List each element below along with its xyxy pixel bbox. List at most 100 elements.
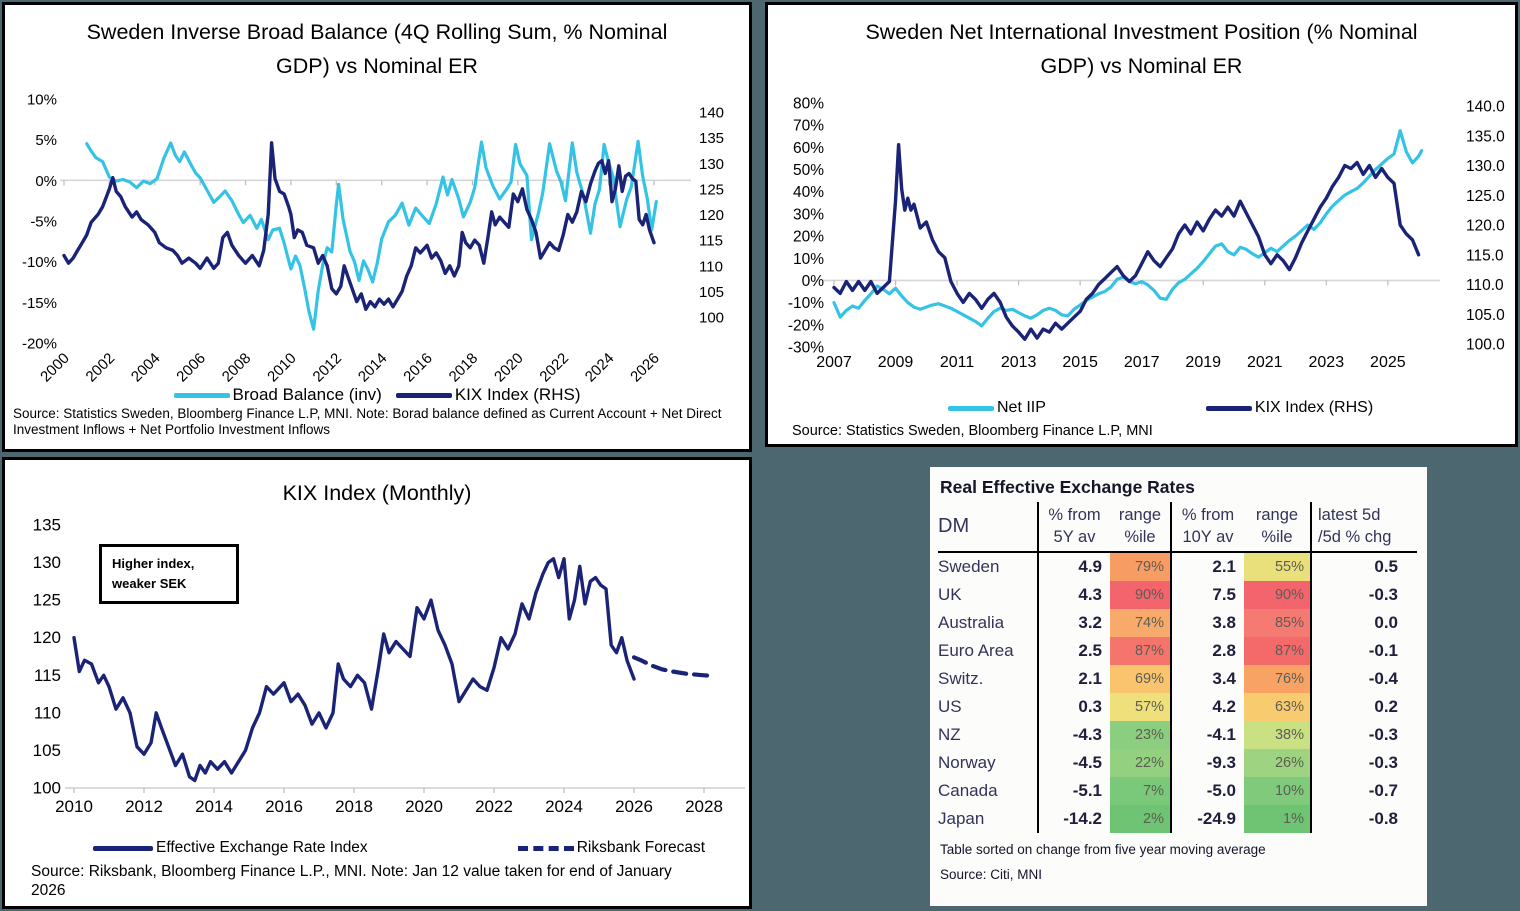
svg-text:125: 125: [699, 181, 724, 198]
chart2-source: Source: Statistics Sweden, Bloomberg Fin…: [792, 423, 1153, 439]
country-name: Japan: [938, 808, 985, 828]
reer-table-footnote: Table sorted on change from five year mo…: [940, 841, 1266, 857]
legend-item-broad-balance: Broad Balance (inv): [173, 385, 382, 405]
percentile-5y: 79%: [1110, 552, 1170, 581]
value-from-10y: 3.8: [1170, 608, 1244, 637]
legend-item-kix-1: KIX Index (RHS): [395, 385, 581, 405]
svg-text:2014: 2014: [195, 797, 233, 816]
svg-text:-15%: -15%: [22, 295, 57, 312]
country-name: NZ: [938, 724, 961, 744]
svg-text:-5%: -5%: [30, 214, 57, 231]
svg-text:105: 105: [33, 741, 61, 760]
forecast-line-swatch: [517, 845, 574, 851]
reer-table-header: DM% from 5Y av range %ile% from 10Y av range%…: [938, 502, 1417, 553]
chart3-source: Source: Riksbank, Bloomberg Finance L.P.…: [31, 863, 672, 900]
svg-text:2018: 2018: [446, 350, 482, 386]
percentile-10y: 10%: [1244, 776, 1310, 805]
reer-table-source: Source: Citi, MNI: [940, 866, 1043, 882]
percentile-5y: 90%: [1110, 580, 1170, 609]
legend-item-forecast: Riksbank Forecast: [517, 839, 705, 857]
chart3-legend: Effective Exchange Rate Index Riksbank F…: [93, 839, 705, 857]
svg-text:2012: 2012: [125, 797, 163, 816]
value-5d-change: 0.0: [1310, 608, 1414, 637]
country-name: Euro Area: [938, 640, 1014, 660]
svg-text:0%: 0%: [802, 273, 825, 290]
country-name: Sweden: [938, 556, 1000, 576]
annotation-line-2: weaker SEK: [112, 576, 187, 592]
svg-text:50%: 50%: [793, 162, 824, 179]
percentile-5y: 22%: [1110, 748, 1170, 777]
chart1-source: Source: Statistics Sweden, Bloomberg Fin…: [13, 406, 722, 438]
value-from-10y: 3.4: [1170, 664, 1244, 693]
percentile-5y: 69%: [1110, 664, 1170, 693]
eer-line-swatch: [93, 845, 153, 851]
header-dm: DM: [938, 514, 970, 537]
svg-text:60%: 60%: [793, 140, 824, 157]
svg-text:30%: 30%: [793, 206, 824, 223]
percentile-10y: 76%: [1244, 664, 1310, 693]
svg-text:140.0: 140.0: [1466, 99, 1505, 116]
header-col3: % from 10Y av: [1170, 502, 1244, 551]
percentile-5y: 74%: [1110, 608, 1170, 637]
svg-text:-30%: -30%: [788, 340, 824, 357]
country-name: US: [938, 696, 962, 716]
svg-text:2020: 2020: [491, 350, 527, 386]
value-from-10y: -5.0: [1170, 776, 1244, 805]
svg-text:100: 100: [699, 310, 724, 327]
value-from-10y: -4.1: [1170, 720, 1244, 749]
svg-text:110: 110: [699, 258, 723, 275]
value-5d-change: -0.1: [1310, 636, 1414, 665]
panel-broad-balance: 10% 5% 0% -5% -10% -15% -20% 140 135 130 125 120 115…: [2, 2, 752, 452]
percentile-10y: 85%: [1244, 608, 1310, 637]
percentile-5y: 23%: [1110, 720, 1170, 749]
value-5d-change: 0.5: [1310, 552, 1414, 581]
chart1-title: Sweden Inverse Broad Balance (4Q Rolling…: [86, 20, 668, 78]
svg-text:105: 105: [699, 284, 724, 301]
svg-text:2013: 2013: [1001, 354, 1037, 371]
svg-text:-20%: -20%: [788, 317, 824, 334]
svg-text:135: 135: [699, 130, 724, 147]
svg-text:125: 125: [33, 591, 61, 610]
svg-text:40%: 40%: [793, 184, 824, 201]
chart1-plot: 10% 5% 0% -5% -10% -15% -20% 140 135 130 125 120 115…: [22, 92, 724, 386]
svg-text:2016: 2016: [400, 350, 436, 386]
svg-text:2004: 2004: [128, 350, 164, 386]
svg-text:130: 130: [33, 553, 61, 572]
svg-text:2010: 2010: [264, 350, 300, 386]
svg-text:2025: 2025: [1370, 354, 1406, 371]
percentile-10y: 55%: [1244, 552, 1310, 581]
value-from-5y: -4.5: [1037, 748, 1110, 777]
percentile-10y: 26%: [1244, 748, 1310, 777]
svg-text:100.0: 100.0: [1466, 337, 1505, 354]
legend-item-kix-2: KIX Index (RHS): [1205, 399, 1373, 417]
chart3-svg-host: 135 130 125 120 115 110 105 100 2010 2012 2014 2016…: [5, 460, 749, 906]
kix-line-swatch-1: [395, 392, 452, 398]
svg-text:135: 135: [33, 516, 61, 535]
svg-text:2026: 2026: [615, 797, 653, 816]
svg-text:2006: 2006: [173, 350, 209, 386]
annotation-line-1: Higher index,: [112, 556, 195, 571]
svg-text:10%: 10%: [793, 251, 824, 268]
svg-text:115.0: 115.0: [1466, 247, 1504, 264]
svg-text:2021: 2021: [1247, 354, 1283, 371]
country-name: Australia: [938, 612, 1005, 632]
panel-kix-monthly: 135 130 125 120 115 110 105 100 2010 2012 2014 2016…: [2, 457, 752, 909]
svg-text:2022: 2022: [536, 350, 572, 386]
country-name: Canada: [938, 780, 998, 800]
chart2-legend: Net IIP KIX Index (RHS): [948, 399, 1373, 417]
value-from-5y: -14.2: [1037, 804, 1110, 833]
svg-text:2007: 2007: [816, 354, 852, 371]
percentile-5y: 2%: [1110, 804, 1170, 833]
svg-text:100: 100: [33, 779, 61, 798]
value-from-10y: 2.1: [1170, 552, 1244, 581]
svg-text:2026: 2026: [627, 350, 663, 386]
chart2-title: Sweden Net International Investment Posi…: [865, 20, 1418, 78]
value-5d-change: 0.2: [1310, 692, 1414, 721]
legend-label-kix-1: KIX Index (RHS): [454, 385, 581, 404]
svg-text:2024: 2024: [582, 350, 618, 386]
svg-text:-20%: -20%: [22, 336, 57, 353]
value-from-10y: -24.9: [1170, 804, 1244, 833]
svg-text:2012: 2012: [310, 350, 346, 386]
